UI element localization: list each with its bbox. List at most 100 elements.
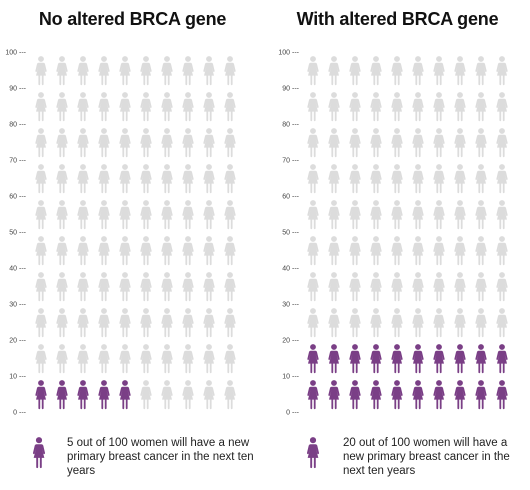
woman-icon: [98, 272, 110, 302]
woman-icon: [161, 272, 173, 302]
woman-icon: [496, 272, 508, 302]
woman-icon: [35, 236, 47, 266]
woman-icon-highlighted: [475, 380, 487, 410]
woman-icon: [203, 164, 215, 194]
woman-icon: [203, 380, 215, 410]
woman-icon: [140, 272, 152, 302]
woman-icon: [412, 56, 424, 86]
woman-icon: [35, 128, 47, 158]
woman-icon: [224, 344, 236, 374]
woman-icon: [119, 164, 131, 194]
woman-icon: [35, 56, 47, 86]
woman-icon: [161, 308, 173, 338]
y-tick-label: 10 ---: [9, 374, 26, 381]
woman-icon: [370, 164, 382, 194]
woman-icon: [182, 56, 194, 86]
y-tick-label: 30 ---: [282, 302, 299, 309]
woman-icon: [454, 308, 466, 338]
woman-icon: [391, 92, 403, 122]
chart-title: No altered BRCA gene: [38, 9, 227, 29]
chart-panel-no-altered-brca: No altered BRCA gene 0 --- 10 --- 20 --- 30…: [5, 9, 253, 477]
woman-icon: [203, 272, 215, 302]
woman-icon: [454, 92, 466, 122]
woman-icon: [224, 380, 236, 410]
woman-icon-highlighted: [391, 380, 403, 410]
woman-icon: [140, 344, 152, 374]
woman-icon: [224, 200, 236, 230]
woman-icon: [161, 344, 173, 374]
woman-icon: [77, 92, 89, 122]
woman-icon: [391, 308, 403, 338]
woman-icon: [370, 272, 382, 302]
woman-icon-highlighted: [391, 344, 403, 374]
woman-icon: [307, 164, 319, 194]
woman-icon: [203, 344, 215, 374]
woman-icon: [56, 308, 68, 338]
y-tick-label: 50 ---: [9, 230, 26, 237]
woman-icon: [475, 164, 487, 194]
woman-icon-highlighted: [349, 380, 361, 410]
woman-icon: [328, 236, 340, 266]
woman-icon-highlighted: [454, 380, 466, 410]
woman-icon-highlighted: [349, 344, 361, 374]
woman-icon: [391, 236, 403, 266]
woman-icon: [56, 128, 68, 158]
woman-icon: [224, 128, 236, 158]
woman-icon-highlighted: [412, 344, 424, 374]
woman-icon: [433, 164, 445, 194]
chart-caption: 20 out of 100 women will have a new prim…: [343, 437, 510, 477]
woman-icon: [307, 128, 319, 158]
woman-icon: [328, 272, 340, 302]
woman-icon: [119, 200, 131, 230]
woman-icon: [161, 92, 173, 122]
y-tick-label: 0 ---: [286, 410, 300, 417]
woman-icon: [56, 344, 68, 374]
woman-icon: [370, 56, 382, 86]
woman-icon: [119, 56, 131, 86]
woman-icon: [119, 272, 131, 302]
woman-icon: [496, 56, 508, 86]
woman-icon: [349, 164, 361, 194]
woman-icon: [224, 56, 236, 86]
woman-icon: [307, 308, 319, 338]
woman-icon: [391, 272, 403, 302]
woman-icon: [349, 128, 361, 158]
y-tick-label: 40 ---: [9, 266, 26, 273]
woman-icon-highlighted: [77, 380, 89, 410]
y-tick-label: 40 ---: [282, 266, 299, 273]
chart-panel-with-altered-brca: With altered BRCA gene 0 --- 10 --- 20 ---…: [265, 0, 530, 490]
woman-icon: [433, 128, 445, 158]
woman-icon-highlighted: [307, 344, 319, 374]
woman-icon: [412, 308, 424, 338]
y-tick-label: 70 ---: [282, 158, 299, 165]
woman-icon: [328, 308, 340, 338]
woman-icon: [433, 308, 445, 338]
woman-icon: [119, 92, 131, 122]
pictogram-chart: 0 --- 10 --- 20 --- 30 --- 40 --- 50 --- 60 --…: [278, 50, 508, 417]
woman-icon: [140, 200, 152, 230]
woman-icon: [140, 308, 152, 338]
woman-icon: [496, 128, 508, 158]
woman-icon: [496, 308, 508, 338]
woman-icon: [182, 308, 194, 338]
woman-icon: [370, 308, 382, 338]
woman-icon: [349, 236, 361, 266]
woman-icon: [454, 236, 466, 266]
woman-icon: [161, 128, 173, 158]
woman-icon-highlighted: [119, 380, 131, 410]
woman-icon: [454, 128, 466, 158]
woman-icon: [496, 236, 508, 266]
woman-icon-highlighted: [370, 344, 382, 374]
woman-icon: [140, 92, 152, 122]
woman-icon: [454, 272, 466, 302]
woman-icon: [35, 200, 47, 230]
woman-icon: [433, 236, 445, 266]
woman-icon: [391, 164, 403, 194]
woman-icon: [77, 236, 89, 266]
woman-icon: [224, 272, 236, 302]
woman-icon: [182, 164, 194, 194]
y-tick-label: 90 ---: [282, 86, 299, 93]
woman-icon: [412, 200, 424, 230]
woman-icon-highlighted: [454, 344, 466, 374]
woman-icon: [203, 308, 215, 338]
